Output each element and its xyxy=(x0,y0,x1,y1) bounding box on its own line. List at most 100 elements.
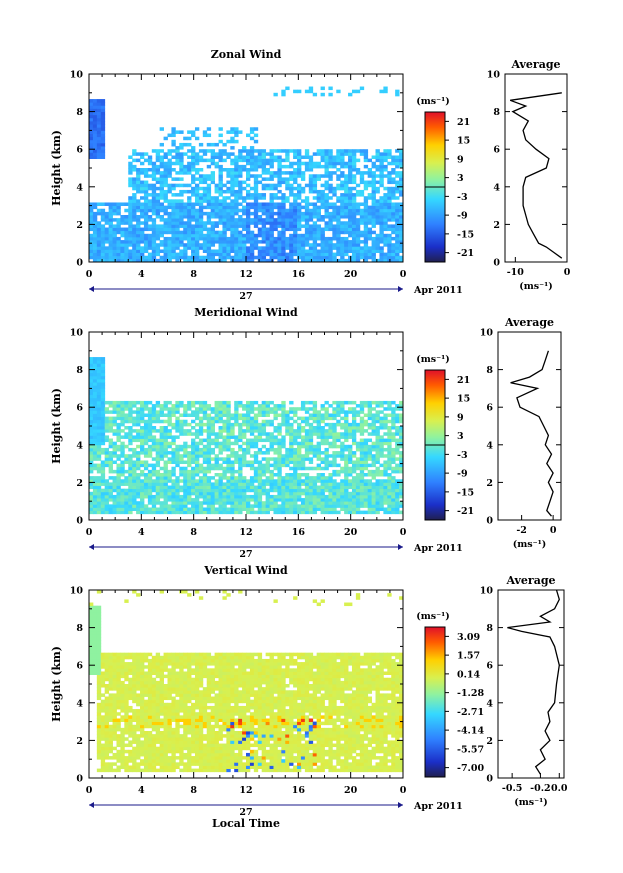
heatmap-cell xyxy=(289,510,294,515)
heatmap-cell xyxy=(210,240,216,244)
heatmap-cell xyxy=(324,221,329,225)
heatmap-cell xyxy=(183,501,188,505)
heatmap-cell xyxy=(155,193,161,197)
heatmap-cell xyxy=(375,149,380,153)
heatmap-cell xyxy=(183,444,188,449)
heatmap-cell xyxy=(194,127,200,131)
heatmap-cell xyxy=(355,485,361,490)
heatmap-cell xyxy=(128,488,133,493)
heatmap-cell xyxy=(191,460,196,464)
heatmap-cell xyxy=(183,208,188,213)
heatmap-cell xyxy=(297,252,302,257)
heatmap-cell xyxy=(89,618,94,622)
heatmap-cell xyxy=(147,510,153,515)
heatmap-cell xyxy=(340,404,345,408)
heatmap-cell xyxy=(289,432,294,436)
heatmap-cell xyxy=(89,498,94,502)
heatmap-cell xyxy=(92,662,98,666)
heatmap-cell xyxy=(375,186,380,191)
heatmap-cell xyxy=(214,498,219,502)
heatmap-cell xyxy=(246,152,251,156)
heatmap-cell xyxy=(249,161,255,166)
heatmap-cell xyxy=(297,466,302,471)
heatmap-cell xyxy=(273,441,278,446)
heatmap-cell xyxy=(155,180,161,185)
heatmap-cell xyxy=(238,189,243,194)
heatmap-cell xyxy=(399,243,404,247)
heatmap-cell xyxy=(395,240,400,244)
heatmap-cell xyxy=(143,236,149,241)
heatmap-cell xyxy=(128,469,133,474)
heatmap-cell xyxy=(269,174,274,178)
heatmap-cell xyxy=(175,447,180,452)
heatmap-cell xyxy=(194,507,200,511)
heatmap-cell xyxy=(265,438,270,443)
heatmap-cell xyxy=(304,205,310,210)
heatmap-cell xyxy=(100,363,106,367)
heatmap-cell xyxy=(183,404,188,408)
heatmap-cell xyxy=(175,215,180,219)
heatmap-cell xyxy=(226,215,231,219)
heatmap-cell xyxy=(285,236,290,241)
heatmap-cell xyxy=(96,447,102,452)
heatmap-cell xyxy=(391,215,396,219)
heatmap-cell xyxy=(297,246,302,250)
heatmap-cell xyxy=(226,491,231,496)
heatmap-cell xyxy=(171,249,176,253)
heatmap-cell xyxy=(265,422,270,427)
heatmap-cell xyxy=(89,127,94,131)
heatmap-cell xyxy=(257,208,263,213)
heatmap-cell xyxy=(179,224,184,228)
heatmap-cell xyxy=(300,482,306,486)
heatmap-cell xyxy=(273,246,278,250)
heatmap-cell xyxy=(167,510,172,515)
heatmap-cell xyxy=(163,463,168,468)
heatmap-cell xyxy=(340,171,345,175)
heatmap-cell xyxy=(234,130,239,134)
heatmap-cell xyxy=(265,413,270,417)
heatmap-cell xyxy=(159,233,164,238)
heatmap-cell xyxy=(367,255,373,260)
heatmap-cell xyxy=(171,252,176,257)
heatmap-cell xyxy=(143,258,149,263)
heatmap-cell xyxy=(344,174,349,178)
heatmap-cell xyxy=(332,208,337,213)
heatmap-cell xyxy=(143,243,149,247)
heatmap-cell xyxy=(293,473,298,477)
heatmap-cell xyxy=(304,249,310,253)
heatmap-cell xyxy=(344,422,349,427)
heatmap-cell xyxy=(112,460,117,464)
heatmap-cell xyxy=(300,466,306,471)
heatmap-cell xyxy=(143,221,149,225)
heatmap-cell xyxy=(344,488,349,493)
heatmap-cell xyxy=(324,164,329,169)
heatmap-cell xyxy=(300,199,306,203)
heatmap-cell xyxy=(312,447,318,452)
heatmap-cell xyxy=(230,186,235,191)
heatmap-cell xyxy=(249,193,255,197)
heatmap-cell xyxy=(277,177,282,181)
heatmap-cell xyxy=(163,161,168,166)
heatmap-cell xyxy=(383,507,388,511)
heatmap-cell xyxy=(92,429,98,433)
heatmap-cell xyxy=(355,236,361,241)
heatmap-cell xyxy=(297,416,302,421)
heatmap-cell xyxy=(395,466,400,471)
heatmap-cell xyxy=(316,243,321,247)
heatmap-cell xyxy=(383,208,388,213)
heatmap-cell xyxy=(363,236,369,241)
heatmap-cell xyxy=(332,164,337,169)
heatmap-cell xyxy=(261,400,267,405)
heatmap-cell xyxy=(300,454,306,458)
heatmap-cell xyxy=(324,485,329,490)
heatmap-cell xyxy=(269,255,274,260)
heatmap-cell xyxy=(399,180,404,185)
heatmap-cell xyxy=(147,174,153,178)
heatmap-cell xyxy=(155,454,161,458)
heatmap-cell xyxy=(371,485,376,490)
heatmap-cell xyxy=(175,252,180,257)
heatmap-cell xyxy=(214,196,219,200)
heatmap-cell xyxy=(234,482,239,486)
heatmap-cell xyxy=(293,230,298,235)
heatmap-cell xyxy=(104,227,110,232)
